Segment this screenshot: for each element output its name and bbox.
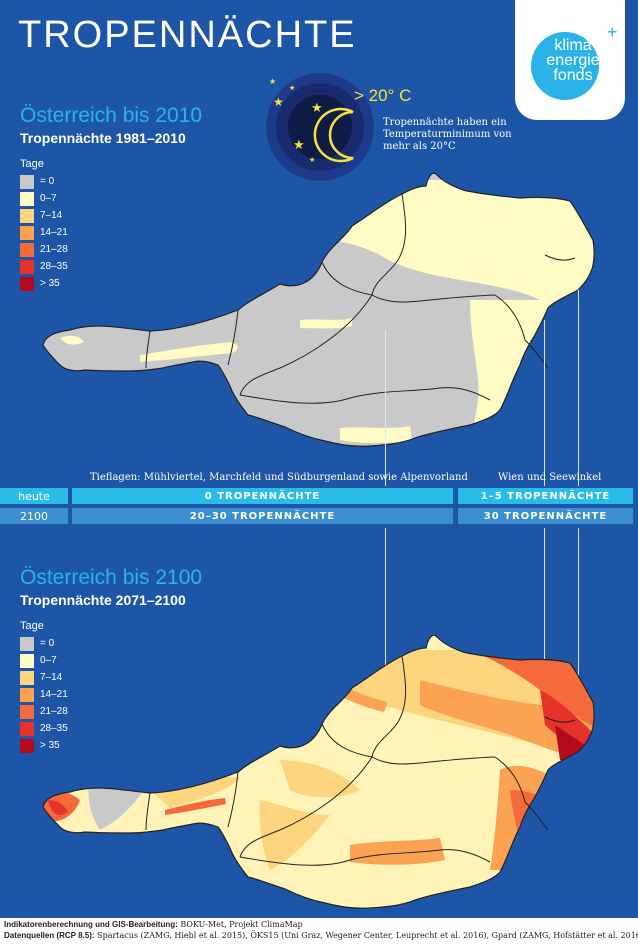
legend-bottom: Tage = 0 0–7 7–14 14–21 21–28 28–35 > 35 bbox=[20, 620, 68, 754]
star-icon: ★ bbox=[293, 138, 305, 153]
legend-title: Tage bbox=[20, 158, 44, 170]
star-icon: ★ bbox=[309, 156, 315, 164]
moon-graphic: ★ ★ ★ ★ ★ ★ bbox=[266, 73, 374, 181]
legend-item: 0–7 bbox=[20, 652, 68, 669]
legend-item: 21–28 bbox=[20, 241, 68, 258]
callout-line bbox=[385, 528, 386, 708]
map-bottom-subtitle: Tropennächte 2071–2100 bbox=[20, 592, 186, 608]
callout-line bbox=[544, 528, 545, 718]
legend-item: > 35 bbox=[20, 737, 68, 754]
star-icon: ★ bbox=[273, 95, 284, 109]
legend-item: > 35 bbox=[20, 275, 68, 292]
row-label-today: heute bbox=[0, 488, 68, 504]
legend-title: Tage bbox=[20, 620, 44, 632]
legend-item: 7–14 bbox=[20, 207, 68, 224]
legend-item: 14–21 bbox=[20, 224, 68, 241]
source-footer: Indikatorenberechnung und GIS-Bearbeitun… bbox=[4, 920, 638, 940]
definition-note: Tropennächte haben ein Temperaturminimum… bbox=[383, 117, 512, 152]
logo-wordmark: klima energie fonds bbox=[546, 37, 600, 84]
star-icon: ★ bbox=[311, 101, 323, 116]
row-label-2100: 2100 bbox=[0, 508, 68, 524]
logo-plus: + bbox=[607, 22, 618, 42]
cell-today-lowlands: 0 TROPENNÄCHTE bbox=[72, 488, 453, 504]
legend-item: 14–21 bbox=[20, 686, 68, 703]
callout-line bbox=[385, 330, 386, 486]
legend-item: 28–35 bbox=[20, 258, 68, 275]
callout-line bbox=[544, 320, 545, 486]
map-bottom-title: Österreich bis 2100 bbox=[20, 566, 203, 589]
comparison-header-vienna: Wien und Seewinkel bbox=[498, 472, 602, 483]
map-top-title: Österreich bis 2010 bbox=[20, 104, 203, 127]
callout-line bbox=[578, 528, 579, 738]
cell-2100-lowlands: 20–30 TROPENNÄCHTE bbox=[72, 508, 453, 524]
comparison-header-lowlands: Tieflagen: Mühlviertel, Marchfeld und Sü… bbox=[90, 472, 468, 483]
logo-circle bbox=[531, 32, 599, 100]
legend-item: 21–28 bbox=[20, 703, 68, 720]
cell-today-vienna: 1–5 TROPENNÄCHTE bbox=[458, 488, 633, 504]
legend-item: = 0 bbox=[20, 173, 68, 190]
state-borders bbox=[42, 634, 595, 909]
map-top-subtitle: Tropennächte 1981–2010 bbox=[20, 130, 186, 146]
legend-item: 0–7 bbox=[20, 190, 68, 207]
klimafonds-logo: klima energie fonds + bbox=[515, 0, 625, 120]
legend-item: = 0 bbox=[20, 635, 68, 652]
legend-item: 7–14 bbox=[20, 669, 68, 686]
crescent-moon-icon bbox=[313, 107, 354, 163]
page-title: TROPENNÄCHTE bbox=[18, 14, 357, 56]
star-icon: ★ bbox=[269, 77, 276, 86]
legend-top: Tage = 0 0–7 7–14 14–21 21–28 28–35 > 35 bbox=[20, 158, 68, 292]
star-icon: ★ bbox=[289, 84, 295, 92]
temperature-threshold: > 20° C bbox=[354, 86, 412, 105]
legend-item: 28–35 bbox=[20, 720, 68, 737]
cell-2100-vienna: 30 TROPENNÄCHTE bbox=[458, 508, 633, 524]
state-borders bbox=[42, 172, 595, 447]
callout-line bbox=[578, 290, 579, 486]
